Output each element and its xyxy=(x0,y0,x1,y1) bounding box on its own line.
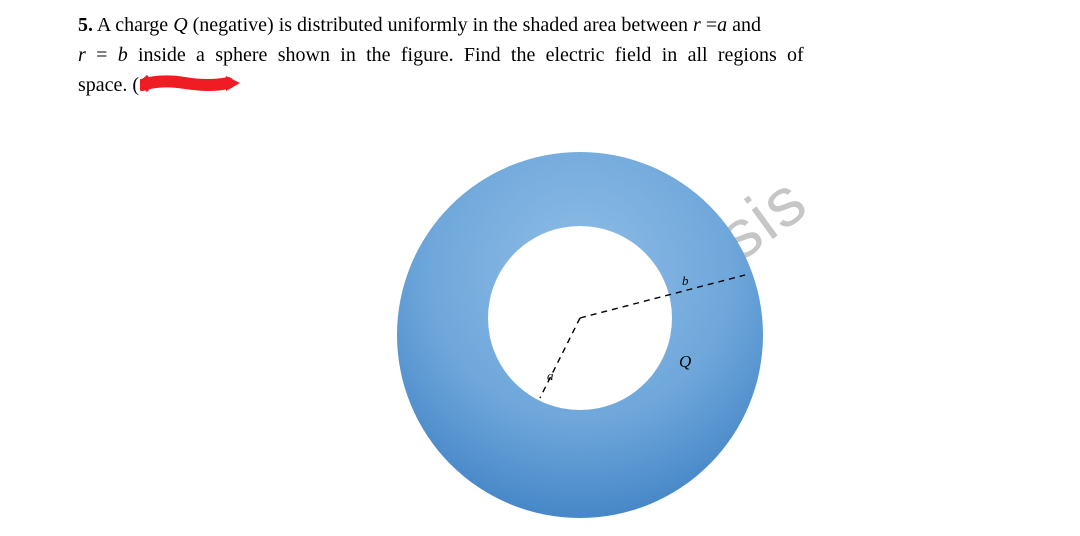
var-Q: Q xyxy=(173,14,187,36)
label-Q: Q xyxy=(679,352,691,371)
text-frag: (negative) is distributed uniformly in t… xyxy=(188,14,693,36)
label-a: a xyxy=(547,368,554,383)
redaction-mark xyxy=(140,73,250,99)
label-b: b xyxy=(682,273,689,288)
var-a: a xyxy=(717,14,727,36)
problem-number: 5. xyxy=(78,14,93,36)
text-frag: = xyxy=(86,44,118,66)
var-r: r xyxy=(693,14,701,36)
text-frag: A charge xyxy=(97,14,173,36)
var-r: r xyxy=(78,44,86,66)
text-frag: = xyxy=(701,14,717,36)
text-frag: and xyxy=(727,14,761,36)
text-frag: space. ( xyxy=(78,74,139,96)
var-b: b xyxy=(118,44,128,66)
page-root: 5. A charge Q (negative) is distributed … xyxy=(0,0,1080,536)
figure-sphere-shell: a b Q xyxy=(380,135,780,535)
text-frag: inside a sphere shown in the figure. Fin… xyxy=(128,44,804,66)
